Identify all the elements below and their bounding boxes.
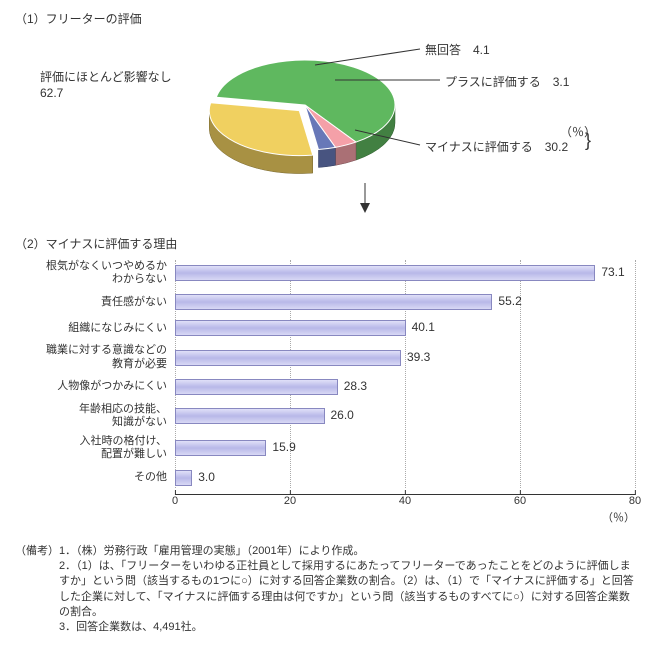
- axis-tick: 0: [172, 495, 178, 507]
- bar-row: 責任感がない 55.2: [15, 292, 635, 312]
- bar-fill: [175, 294, 492, 310]
- bar-label: 入社時の格付け、配置が難しい: [15, 435, 175, 461]
- notes-line: 1．（株）労務行政「雇用管理の実態」（2001年）により作成。: [59, 544, 635, 559]
- notes: （備考） 1．（株）労務行政「雇用管理の実態」（2001年）により作成。2．（1…: [15, 544, 635, 636]
- bar-row: 入社時の格付け、配置が難しい 15.9: [15, 435, 635, 461]
- bar-row: 職業に対する意識などの教育が必要 39.3: [15, 344, 635, 370]
- x-axis-unit: （％）: [602, 509, 635, 525]
- x-axis: （％） 020406080: [175, 494, 635, 524]
- notes-line: 3．回答企業数は、4,491社。: [59, 620, 635, 635]
- axis-tick: 40: [399, 495, 411, 507]
- bar-value: 73.1: [601, 265, 624, 279]
- section2-title: （2）マイナスに評価する理由: [15, 235, 635, 252]
- bar-label: その他: [15, 471, 175, 484]
- bar-value: 15.9: [272, 440, 295, 454]
- bar-fill: [175, 350, 401, 366]
- axis-tick: 80: [629, 495, 641, 507]
- axis-tick: 60: [514, 495, 526, 507]
- bar-fill: [175, 408, 325, 424]
- pie-chart-area: 評価にほとんど影響なし 62.7 無回答 4.1 プラスに評価する 3.1 マイ…: [15, 35, 635, 215]
- bar-track: 3.0: [175, 468, 635, 488]
- bar-label: 組織になじみにくい: [15, 322, 175, 335]
- bar-value: 39.3: [407, 350, 430, 364]
- bar-fill: [175, 265, 595, 281]
- bar-track: 55.2: [175, 292, 635, 312]
- bar-row: 人物像がつかみにくい 28.3: [15, 377, 635, 397]
- bar-label: 根気がなくいつやめるかわからない: [15, 260, 175, 286]
- bar-row: 年齢相応の技能、知識がない 26.0: [15, 403, 635, 429]
- bar-row: その他 3.0: [15, 468, 635, 488]
- bar-fill: [175, 470, 192, 486]
- bar-label: 責任感がない: [15, 296, 175, 309]
- bar-track: 28.3: [175, 377, 635, 397]
- bar-track: 26.0: [175, 406, 635, 426]
- bar-track: 39.3: [175, 348, 635, 368]
- bar-label: 職業に対する意識などの教育が必要: [15, 344, 175, 370]
- bar-fill: [175, 379, 338, 395]
- bar-value: 55.2: [498, 294, 521, 308]
- bar-value: 28.3: [344, 379, 367, 393]
- bar-row: 組織になじみにくい 40.1: [15, 318, 635, 338]
- axis-tick: 20: [284, 495, 296, 507]
- bar-fill: [175, 440, 266, 456]
- bar-row: 根気がなくいつやめるかわからない 73.1: [15, 260, 635, 286]
- bar-label: 人物像がつかみにくい: [15, 380, 175, 393]
- bar-value: 26.0: [331, 408, 354, 422]
- notes-head: （備考）: [15, 544, 59, 636]
- bar-track: 15.9: [175, 438, 635, 458]
- bar-fill: [175, 320, 406, 336]
- bar-value: 40.1: [412, 320, 435, 334]
- section1-title: （1）フリーターの評価: [15, 10, 635, 27]
- leader-lines: [15, 35, 635, 215]
- notes-line: 2．（1）は、「フリーターをいわゆる正社員として採用するにあたってフリーターであ…: [59, 559, 635, 621]
- gridline: [635, 260, 636, 488]
- bar-track: 73.1: [175, 263, 635, 283]
- bar-label: 年齢相応の技能、知識がない: [15, 403, 175, 429]
- bar-value: 3.0: [198, 470, 215, 484]
- bar-track: 40.1: [175, 318, 635, 338]
- bar-chart: 根気がなくいつやめるかわからない 73.1 責任感がない 55.2 組織になじみにくい 4…: [15, 260, 635, 524]
